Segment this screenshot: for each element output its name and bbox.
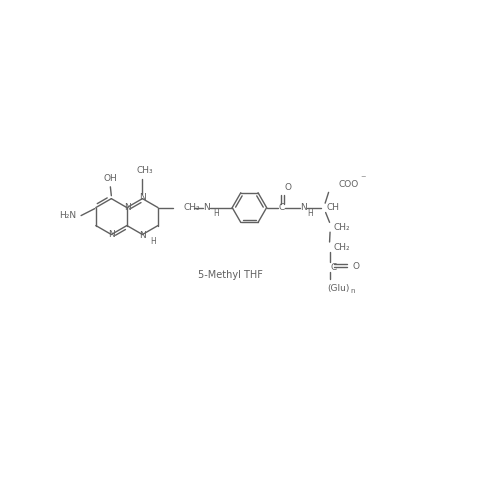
Text: H: H	[213, 209, 219, 218]
Text: CH₂: CH₂	[183, 202, 200, 211]
Text: H₂N: H₂N	[59, 210, 76, 220]
Text: (Glu): (Glu)	[328, 284, 350, 292]
Text: CH₃: CH₃	[136, 166, 152, 175]
Text: CH₂: CH₂	[333, 243, 349, 252]
Text: N: N	[204, 202, 210, 211]
Text: CH: CH	[326, 202, 339, 211]
Text: 5-Methyl THF: 5-Methyl THF	[198, 270, 263, 280]
Text: H: H	[150, 237, 156, 246]
Text: C: C	[330, 262, 336, 272]
Text: N: N	[108, 230, 115, 239]
Text: N: N	[140, 193, 146, 202]
Text: N: N	[300, 202, 307, 211]
Text: C: C	[278, 202, 285, 211]
Text: n: n	[350, 288, 354, 294]
Text: CH₂: CH₂	[333, 224, 349, 232]
Text: ⁻: ⁻	[360, 174, 366, 184]
Text: COO: COO	[338, 180, 358, 189]
Text: N: N	[124, 203, 131, 212]
Text: O: O	[352, 262, 360, 270]
Text: N: N	[140, 231, 146, 240]
Text: O: O	[285, 184, 292, 192]
Text: OH: OH	[103, 174, 117, 184]
Text: H: H	[308, 210, 314, 218]
